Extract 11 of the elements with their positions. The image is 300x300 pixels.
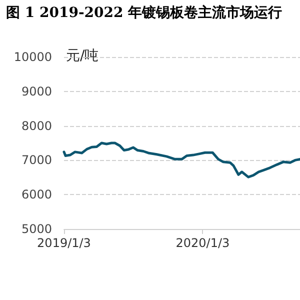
chart-title: 图 1 2019-2022 年镀锡板卷主流市场运行 (6, 4, 282, 21)
y-tick-label: 10000 (14, 50, 52, 64)
x-tick-label: 2020/1/3 (176, 236, 230, 250)
y-tick-label: 8000 (21, 118, 52, 133)
y-tick-label: 9000 (21, 84, 52, 98)
line-series (62, 142, 300, 178)
x-tick-label: 2019/1/3 (37, 236, 91, 250)
y-tick-label: 5000 (21, 222, 52, 236)
y-axis-title: 元/吨 (66, 48, 99, 64)
y-tick-label: 7000 (21, 153, 52, 168)
y-tick-label: 6000 (21, 188, 52, 202)
